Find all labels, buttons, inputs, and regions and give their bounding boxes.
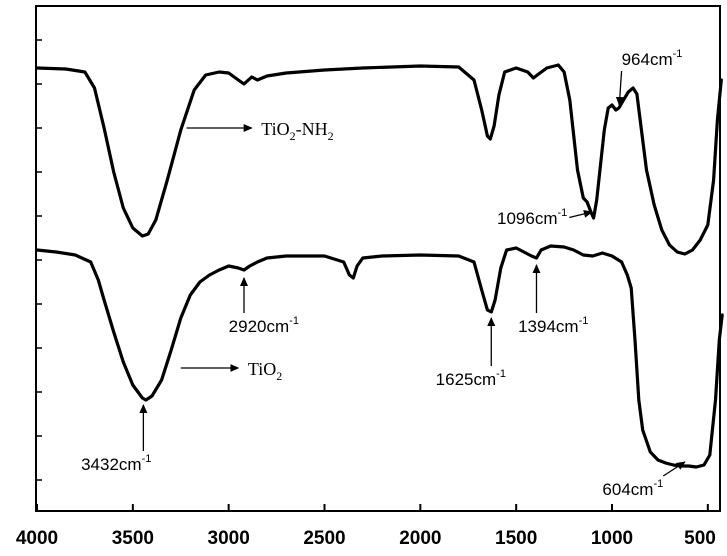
x-tick-label: 1500 xyxy=(495,528,537,549)
annotation-layer: 964cm-1 1096cm-1 2920cm-1 1625cm-1 1394cm-1 3… xyxy=(81,48,685,499)
x-tick-label: 4000 xyxy=(16,528,58,549)
annotation-label: 2920cm-1 xyxy=(229,315,299,336)
annotation-arrow xyxy=(619,71,621,105)
x-tick-label: 3000 xyxy=(208,528,250,549)
annotation-3432: 3432cm-1 xyxy=(81,405,151,474)
annotation-label: 1625cm-1 xyxy=(436,368,506,389)
x-tick-label: 2000 xyxy=(399,528,441,549)
series-layer xyxy=(37,65,722,467)
series-label: TiO2 xyxy=(248,359,282,383)
x-tick-label: 3500 xyxy=(112,528,154,549)
annotation-label: 604cm-1 xyxy=(602,478,663,499)
annotation-label: 1096cm-1 xyxy=(497,207,567,228)
x-tick-label: 1000 xyxy=(591,528,633,549)
annotation-964: 964cm-1 xyxy=(619,48,682,105)
series-label: TiO2-NH2 xyxy=(261,119,333,143)
annotation-label: 1394cm-1 xyxy=(518,315,588,336)
x-tick-label: 500 xyxy=(684,528,716,549)
series-pointer-layer: TiO2-NH2 TiO2 xyxy=(181,119,334,383)
annotation-label: 964cm-1 xyxy=(622,48,683,69)
x-tick-label: 2500 xyxy=(303,528,345,549)
annotation-1394: 1394cm-1 xyxy=(518,265,588,336)
annotation-label: 3432cm-1 xyxy=(81,453,151,474)
annotation-1625: 1625cm-1 xyxy=(436,318,506,389)
annotation-1096: 1096cm-1 xyxy=(497,207,592,228)
annotation-arrow xyxy=(569,212,592,218)
annotation-604: 604cm-1 xyxy=(602,462,684,499)
series-line-tio2-nh2 xyxy=(37,65,721,254)
series-line-tio2 xyxy=(37,246,722,467)
annotation-2920: 2920cm-1 xyxy=(229,278,299,336)
